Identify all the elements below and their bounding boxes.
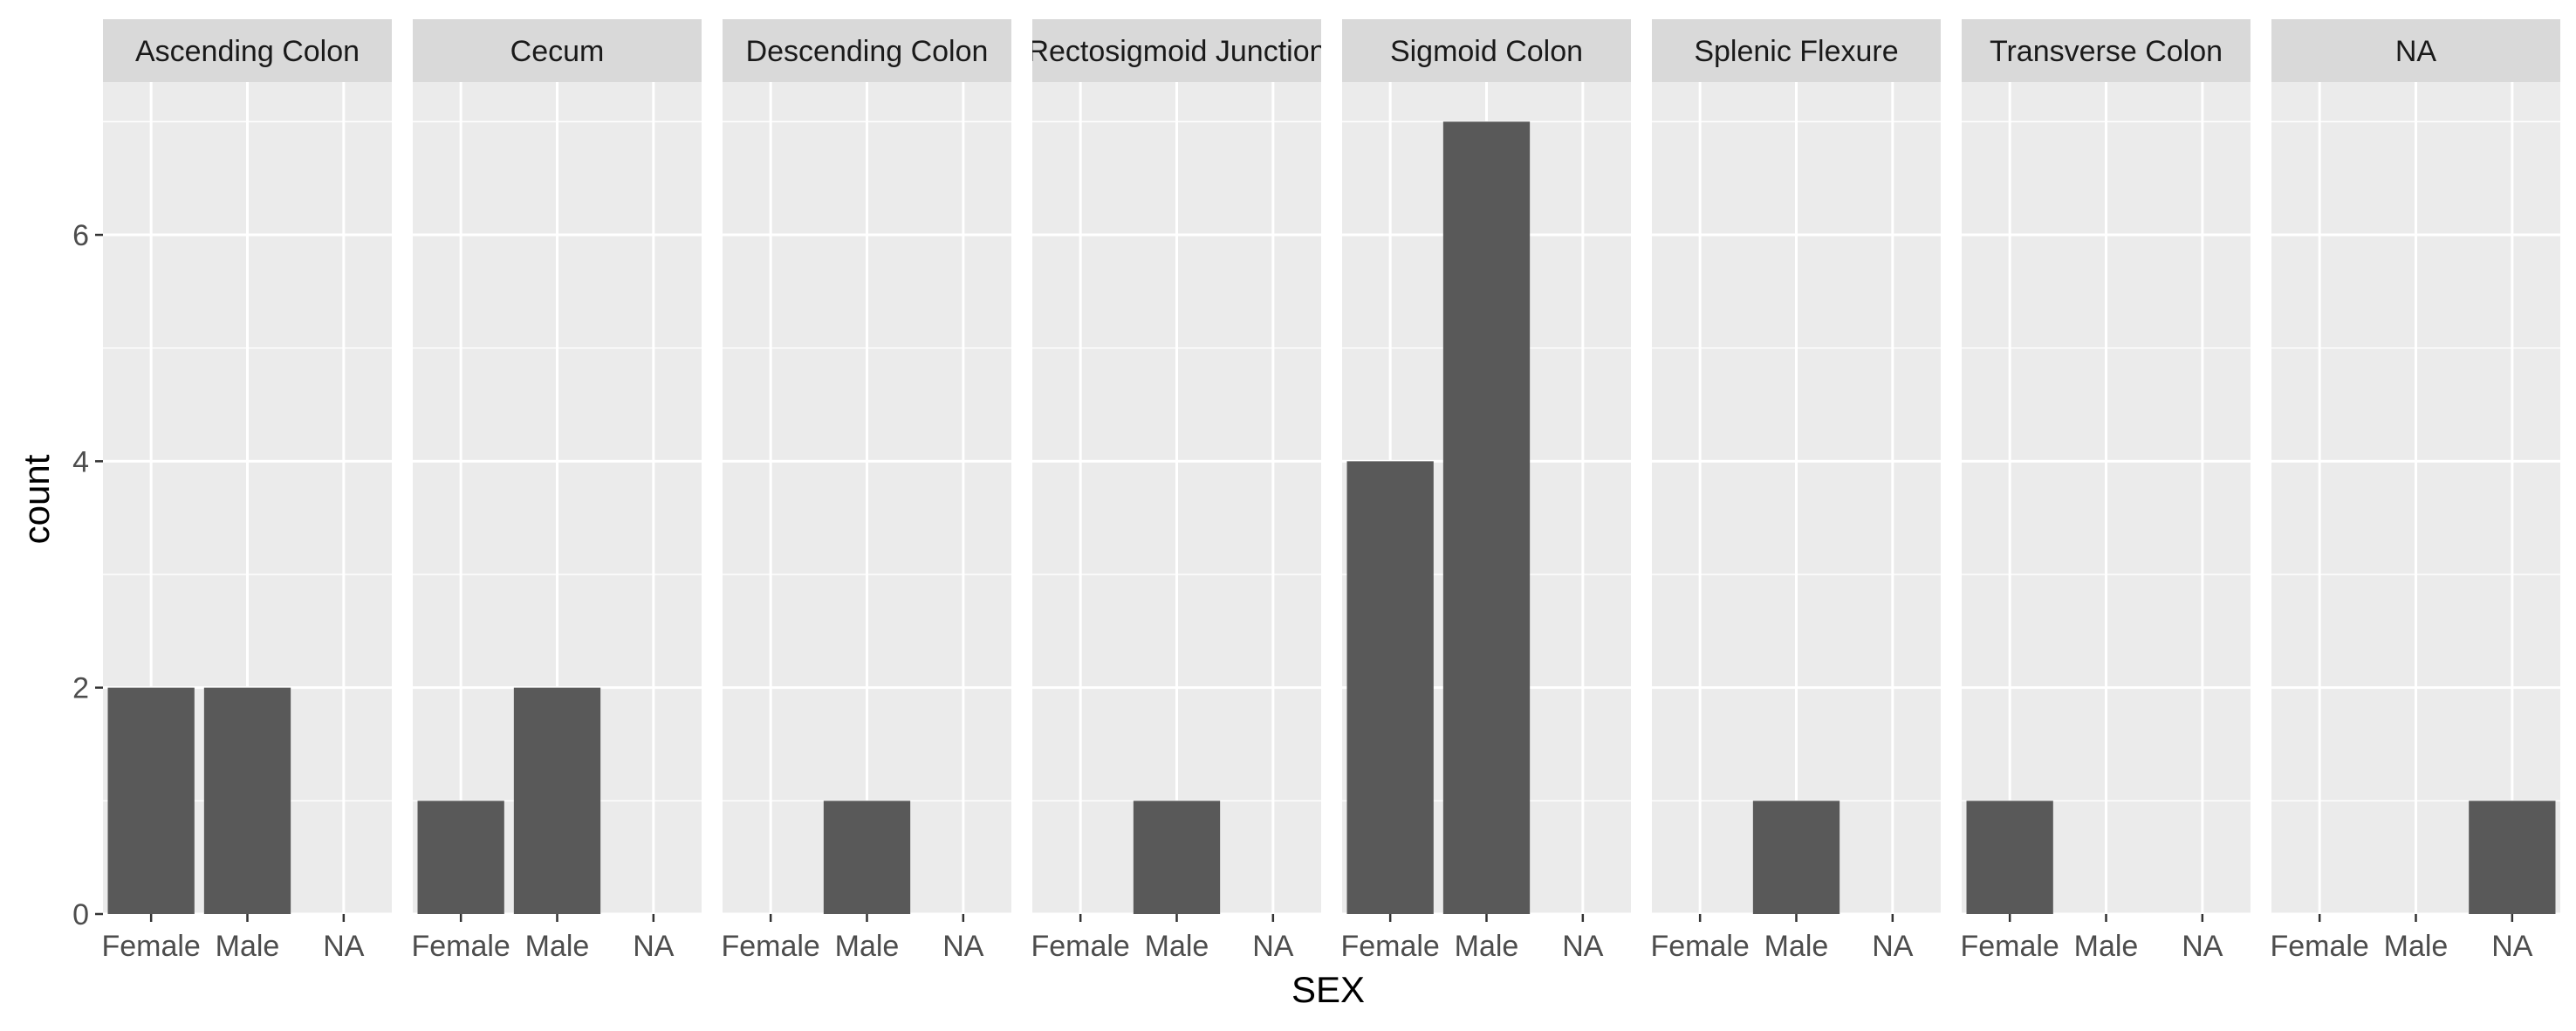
x-tick-label: NA bbox=[2182, 930, 2223, 963]
y-tick-label: 6 bbox=[72, 219, 89, 252]
x-tick-label: Male bbox=[1455, 930, 1519, 963]
bar bbox=[1346, 461, 1434, 914]
facet-panel: NA Female Male NA bbox=[2270, 19, 2560, 963]
x-tick-label: NA bbox=[1562, 930, 1604, 963]
x-tick-label: Female bbox=[1960, 930, 2059, 963]
facet-panels: Ascending Colon Female Male NA Cecum Female Ma… bbox=[101, 19, 2560, 963]
y-tick-label: 4 bbox=[72, 445, 89, 478]
x-tick-label: Female bbox=[101, 930, 200, 963]
facet-strip-label: Splenic Flexure bbox=[1694, 35, 1898, 68]
x-tick-label: Female bbox=[1031, 930, 1129, 963]
x-tick-label: Male bbox=[216, 930, 280, 963]
facet-strip bbox=[1342, 19, 1631, 82]
bar bbox=[513, 687, 601, 914]
y-axis-title: count bbox=[16, 454, 57, 544]
x-tick-label: Male bbox=[2384, 930, 2449, 963]
x-tick-label: Female bbox=[721, 930, 819, 963]
facet-strip bbox=[413, 19, 702, 82]
bar bbox=[823, 801, 911, 914]
x-tick-label: NA bbox=[323, 930, 365, 963]
facet-strip bbox=[103, 19, 392, 82]
facet-panel: Ascending Colon Female Male NA bbox=[101, 19, 392, 963]
x-tick-label: Male bbox=[1764, 930, 1829, 963]
facet-strip bbox=[723, 19, 1011, 82]
y-tick-label: 0 bbox=[72, 898, 89, 931]
x-axis-title: SEX bbox=[1291, 969, 1365, 1010]
facet-panel: Rectosigmoid Junction Female Male NA bbox=[1027, 19, 1326, 963]
facet-panel: Splenic Flexure Female Male NA bbox=[1650, 19, 1941, 963]
y-axis: 0 2 4 6 bbox=[72, 219, 103, 931]
x-tick-label: NA bbox=[942, 930, 984, 963]
x-tick-label: Male bbox=[525, 930, 590, 963]
facet-strip bbox=[1962, 19, 2251, 82]
facet-panel: Transverse Colon Female Male NA bbox=[1960, 19, 2251, 963]
bar bbox=[417, 801, 504, 914]
facet-panel: Cecum Female Male NA bbox=[411, 19, 702, 963]
facet-panel: Descending Colon Female Male NA bbox=[721, 19, 1011, 963]
facet-strip-label: Descending Colon bbox=[746, 35, 989, 68]
facet-strip bbox=[1652, 19, 1941, 82]
x-tick-label: Female bbox=[411, 930, 510, 963]
x-tick-label: NA bbox=[633, 930, 675, 963]
facet-strip-label: NA bbox=[2395, 35, 2437, 68]
bar bbox=[107, 687, 195, 914]
bar bbox=[1442, 121, 1531, 914]
facet-strip bbox=[2271, 19, 2560, 82]
x-tick-label: Male bbox=[2074, 930, 2139, 963]
bar bbox=[1133, 801, 1221, 914]
facet-strip-label: Sigmoid Colon bbox=[1390, 35, 1583, 68]
x-tick-label: NA bbox=[2491, 930, 2533, 963]
facet-strip-label: Ascending Colon bbox=[135, 35, 360, 68]
x-tick-label: Female bbox=[1650, 930, 1749, 963]
x-tick-label: Male bbox=[1145, 930, 1209, 963]
x-tick-label: Male bbox=[835, 930, 900, 963]
y-tick-label: 2 bbox=[72, 672, 89, 705]
facet-strip-label: Transverse Colon bbox=[1990, 35, 2223, 68]
x-tick-label: Female bbox=[1340, 930, 1439, 963]
facet-strip-label: Cecum bbox=[510, 35, 605, 68]
x-tick-label: Female bbox=[2270, 930, 2368, 963]
facet-panel: Sigmoid Colon Female Male NA bbox=[1340, 19, 1631, 963]
facet-strip-label: Rectosigmoid Junction bbox=[1027, 35, 1326, 68]
facet-strip bbox=[1032, 19, 1321, 82]
x-tick-label: NA bbox=[1252, 930, 1294, 963]
bar bbox=[1966, 801, 2053, 914]
bar bbox=[2469, 801, 2556, 914]
bar bbox=[1752, 801, 1840, 914]
x-tick-label: NA bbox=[1872, 930, 1914, 963]
bar bbox=[203, 687, 291, 914]
